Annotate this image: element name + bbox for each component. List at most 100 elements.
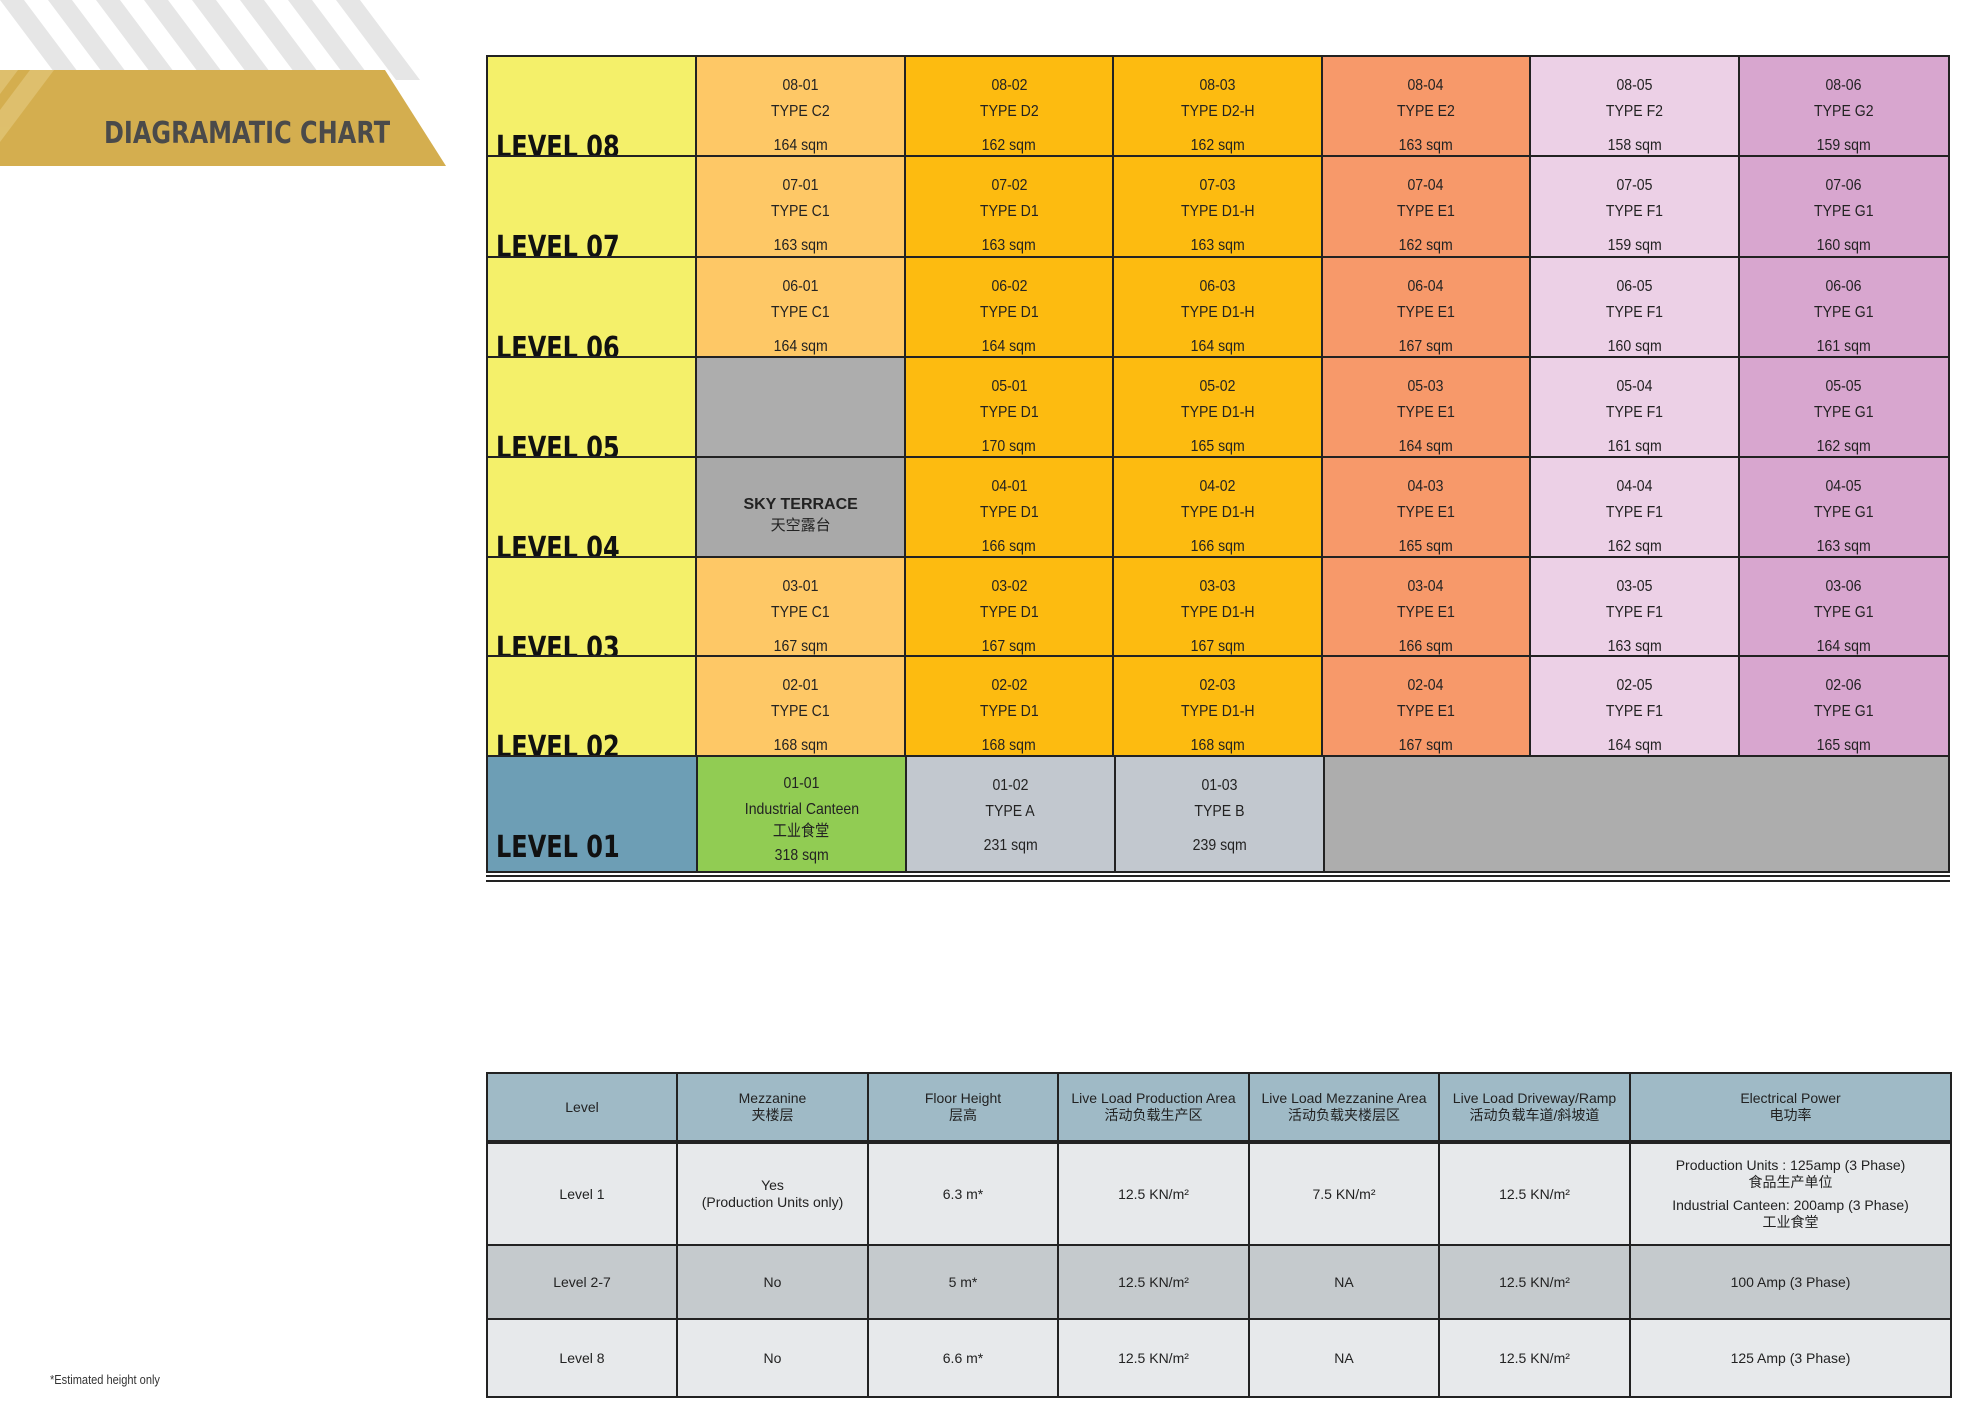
unit-area: 163 sqm (978, 233, 1039, 259)
unit-number: 04-04 (1614, 474, 1655, 500)
unit-number: 05-01 (989, 374, 1030, 400)
unit-02-03: 02-03 TYPE D1-H 168 sqm (1114, 657, 1323, 771)
unit-type-text: TYPE E1 (1396, 304, 1455, 321)
unit-area-text: 164 sqm (773, 338, 828, 355)
unit-area: 165 sqm (1813, 733, 1874, 759)
unit-number-text: 02-06 (1825, 677, 1862, 694)
unit-number: 08-06 (1823, 73, 1864, 99)
unit-area-text: 167 sqm (773, 638, 828, 655)
spec-cell: NA (1248, 1244, 1440, 1320)
unit-type-text: TYPE F1 (1605, 703, 1663, 720)
decorative-stripes (0, 0, 420, 80)
unit-number: 06-02 (989, 274, 1030, 300)
unit-type-text: TYPE C1 (771, 604, 830, 621)
level-row-level-05: LEVEL 05 05-01 TYPE D1 170 sqm 05-02 TYPE D1-… (486, 356, 1950, 483)
unit-number-text: 01-01 (783, 775, 820, 792)
unit-number-text: 04-05 (1825, 478, 1862, 495)
unit-04-04: 04-04 TYPE F1 162 sqm (1531, 458, 1740, 572)
unit-type: TYPE A (982, 799, 1038, 825)
unit-area-text: 167 sqm (1398, 338, 1453, 355)
unit-04-05: 04-05 TYPE G1 163 sqm (1739, 458, 1949, 572)
unit-type-text: TYPE F2 (1605, 103, 1663, 120)
unit-number-text: 04-02 (1199, 478, 1236, 495)
spec-cell: 6.3 m* (867, 1141, 1059, 1246)
unit-type-text: TYPE D1 (979, 304, 1039, 321)
unit-number: 04-03 (1405, 474, 1446, 500)
unit-type-text: TYPE E2 (1396, 103, 1455, 120)
unit-number: 07-06 (1823, 173, 1864, 199)
unit-08-03: 08-03 TYPE D2-H 162 sqm (1114, 57, 1323, 171)
spec-header-level: Level (486, 1072, 678, 1144)
unit-type-text: TYPE D1-H (1180, 504, 1255, 521)
unit-number: 03-02 (989, 574, 1030, 600)
unit-number: 04-02 (1197, 474, 1238, 500)
unit-type-text: TYPE D1-H (1180, 203, 1255, 220)
unit-area-text: 168 sqm (773, 737, 828, 754)
unit-07-06: 07-06 TYPE G1 160 sqm (1739, 157, 1949, 271)
unit-area: 162 sqm (1395, 233, 1456, 259)
unit-area: 167 sqm (1395, 334, 1456, 360)
unit-type-zh-text: 工业食堂 (773, 823, 830, 840)
unit-number: 02-01 (780, 673, 821, 699)
unit-area-text: 159 sqm (1607, 237, 1662, 254)
unit-type: TYPE D1 (976, 699, 1043, 725)
unit-number: 03-03 (1197, 574, 1238, 600)
unit-area-text: 167 sqm (982, 638, 1037, 655)
unit-type-text: TYPE D2 (979, 103, 1039, 120)
unit-area-text: 164 sqm (1398, 438, 1453, 455)
unit-area: 159 sqm (1813, 133, 1874, 159)
unit-type-text: TYPE E1 (1396, 203, 1455, 220)
unit-area-text: 318 sqm (774, 847, 829, 864)
unit-number-text: 04-04 (1616, 478, 1653, 495)
unit-type: TYPE D1 (976, 400, 1043, 426)
unit-type: TYPE E1 (1393, 699, 1459, 725)
unit-area-text: 165 sqm (1190, 438, 1245, 455)
unit-type-text: TYPE C1 (771, 203, 830, 220)
unit-05-02: 05-02 TYPE D1-H 165 sqm (1114, 358, 1323, 472)
unit-type: TYPE G1 (1810, 500, 1878, 526)
unit-07-04: 07-04 TYPE E1 162 sqm (1322, 157, 1532, 271)
unit-number-text: 07-06 (1825, 177, 1862, 194)
spec-cell-line: Level 1 (559, 1185, 605, 1202)
spec-header-en: Live Load Driveway/Ramp (1452, 1090, 1617, 1106)
unit-number-text: 02-02 (991, 677, 1028, 694)
level-row-level-06: LEVEL 06 06-01 TYPE C1 164 sqm 06-02 TYPE D1 1… (486, 256, 1950, 383)
unit-type: TYPE F1 (1602, 400, 1667, 426)
spec-header-live-load-mezzanine-area: Live Load Mezzanine Area 活动负载夹楼层区 (1248, 1072, 1440, 1144)
unit-area-text: 167 sqm (1398, 737, 1453, 754)
spec-cell: 12.5 KN/m² (1438, 1244, 1631, 1320)
spec-header-live-load-production-area: Live Load Production Area 活动负载生产区 (1057, 1072, 1250, 1144)
unit-number: 01-03 (1199, 773, 1240, 799)
unit-06-06: 06-06 TYPE G1 161 sqm (1739, 258, 1949, 372)
unit-type: Industrial Canteen (737, 797, 867, 823)
unit-area: 170 sqm (978, 434, 1039, 460)
unit-type: TYPE E1 (1393, 600, 1459, 626)
unit-area-text: 231 sqm (983, 837, 1038, 854)
unit-number-text: 03-03 (1199, 578, 1236, 595)
spec-cell: Production Units : 125amp (3 Phase) 食品生产单… (1629, 1141, 1952, 1246)
unit-07-02: 07-02 TYPE D1 163 sqm (905, 157, 1115, 271)
unit-number: 08-02 (989, 73, 1030, 99)
unit-area-text: 168 sqm (1190, 737, 1245, 754)
spec-header-en: Live Load Production Area (1071, 1090, 1236, 1106)
unit-type: TYPE D1-H (1176, 199, 1260, 225)
unit-number: 07-02 (989, 173, 1030, 199)
unit-number: 07-03 (1197, 173, 1238, 199)
unit-03-01: 03-01 TYPE C1 167 sqm (697, 558, 906, 672)
unit-area: 164 sqm (978, 334, 1039, 360)
unit-03-06: 03-06 TYPE G1 164 sqm (1739, 558, 1949, 672)
unit-number: 02-05 (1614, 673, 1655, 699)
unit-type: TYPE F1 (1602, 600, 1667, 626)
unit-type-text: TYPE G1 (1814, 203, 1874, 220)
unit-area-text: 164 sqm (1816, 638, 1871, 655)
unit-type: TYPE E1 (1393, 199, 1459, 225)
level-row-level-08: LEVEL 08 08-01 TYPE C2 164 sqm 08-02 TYPE D2 1… (486, 55, 1950, 182)
level-label-cell: LEVEL 05 (488, 358, 698, 472)
unit-type-text: TYPE F1 (1605, 604, 1663, 621)
unit-type: TYPE G1 (1810, 699, 1878, 725)
spec-cell: No (676, 1318, 869, 1398)
unit-01-03: 01-03 TYPE B 239 sqm (1116, 757, 1325, 871)
unit-type-text: TYPE E1 (1396, 404, 1455, 421)
unit-number: 08-03 (1197, 73, 1238, 99)
unit-area: 166 sqm (978, 534, 1039, 560)
